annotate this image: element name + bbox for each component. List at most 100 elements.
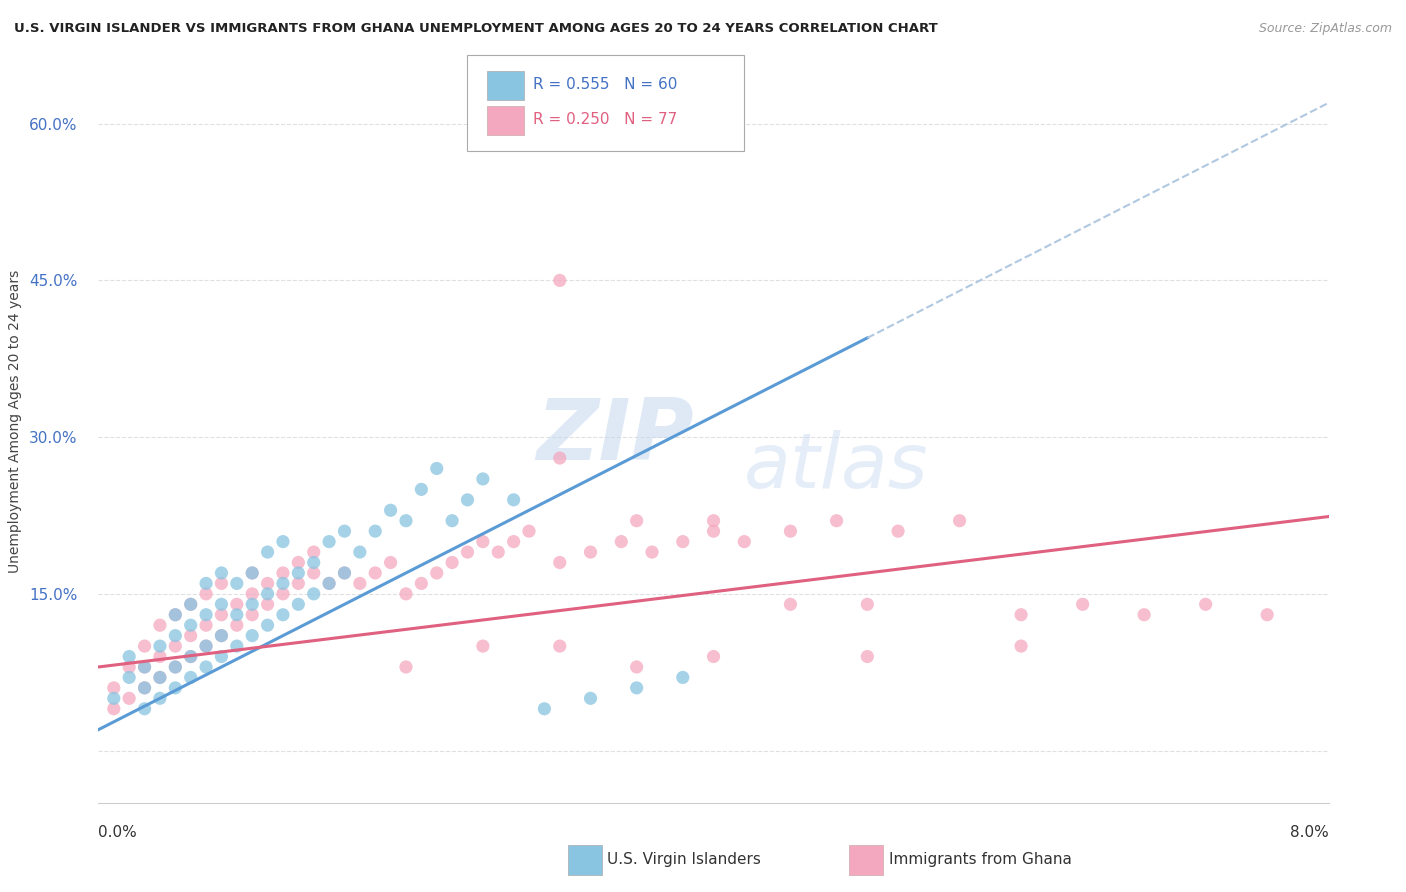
Point [134, 681, 156, 695]
Point [195, 639, 218, 653]
Point [456, 545, 478, 559]
Point [103, 691, 125, 706]
Point [949, 514, 972, 528]
Point [271, 576, 294, 591]
Point [211, 576, 233, 591]
Point [364, 566, 387, 580]
Point [287, 556, 309, 570]
Point [165, 639, 187, 653]
Point [1195, 597, 1218, 611]
Y-axis label: Unemployment Among Ages 20 to 24 years: Unemployment Among Ages 20 to 24 years [8, 270, 22, 573]
Point [672, 534, 695, 549]
Point [134, 681, 156, 695]
Point [180, 618, 202, 632]
Point [302, 556, 325, 570]
Point [364, 524, 387, 538]
Point [180, 649, 202, 664]
Point [195, 618, 218, 632]
Point [165, 681, 187, 695]
FancyBboxPatch shape [488, 106, 524, 135]
Point [486, 545, 509, 559]
Point [271, 566, 294, 580]
Point [211, 629, 233, 643]
Point [548, 639, 571, 653]
Point [579, 545, 602, 559]
Point [502, 492, 524, 507]
Point [641, 545, 664, 559]
Point [165, 629, 187, 643]
Point [195, 587, 218, 601]
Point [302, 545, 325, 559]
Point [426, 461, 449, 475]
Point [411, 576, 433, 591]
Point [471, 639, 494, 653]
Point [165, 607, 187, 622]
Point [149, 691, 172, 706]
Point [349, 545, 371, 559]
Point [134, 702, 156, 716]
Point [195, 660, 218, 674]
Point [271, 587, 294, 601]
Point [626, 514, 648, 528]
Point [1256, 607, 1278, 622]
Point [1010, 639, 1032, 653]
Point [672, 670, 695, 684]
Point [103, 702, 125, 716]
Point [333, 566, 356, 580]
Text: Source: ZipAtlas.com: Source: ZipAtlas.com [1258, 22, 1392, 36]
Point [165, 660, 187, 674]
Point [225, 618, 247, 632]
Point [533, 702, 555, 716]
Point [256, 597, 278, 611]
Point [626, 660, 648, 674]
Point [441, 514, 464, 528]
Point [548, 273, 571, 287]
Point [502, 534, 524, 549]
Point [240, 587, 263, 601]
Point [134, 660, 156, 674]
Point [703, 514, 725, 528]
Point [1071, 597, 1094, 611]
Point [240, 597, 263, 611]
Point [825, 514, 848, 528]
Point [287, 576, 309, 591]
Point [318, 534, 340, 549]
Point [626, 117, 648, 131]
Point [211, 629, 233, 643]
Point [149, 618, 172, 632]
Point [318, 576, 340, 591]
Point [471, 534, 494, 549]
Point [456, 492, 478, 507]
Point [180, 649, 202, 664]
Point [195, 639, 218, 653]
Point [225, 597, 247, 611]
Point [380, 556, 402, 570]
Point [256, 587, 278, 601]
Point [287, 566, 309, 580]
Point [211, 607, 233, 622]
Point [165, 660, 187, 674]
Point [471, 472, 494, 486]
Point [548, 556, 571, 570]
Text: ZIP: ZIP [536, 395, 695, 478]
Point [887, 524, 910, 538]
Point [426, 566, 449, 580]
Point [149, 649, 172, 664]
Point [856, 597, 879, 611]
Point [149, 639, 172, 653]
Point [579, 691, 602, 706]
Point [240, 566, 263, 580]
Point [211, 566, 233, 580]
Point [333, 524, 356, 538]
Point [195, 607, 218, 622]
Point [118, 670, 141, 684]
Text: 8.0%: 8.0% [1289, 825, 1329, 840]
Point [271, 534, 294, 549]
Text: Immigrants from Ghana: Immigrants from Ghana [889, 853, 1071, 867]
Point [411, 483, 433, 497]
Point [240, 607, 263, 622]
Point [225, 607, 247, 622]
Point [225, 576, 247, 591]
Point [211, 597, 233, 611]
Point [1010, 607, 1032, 622]
